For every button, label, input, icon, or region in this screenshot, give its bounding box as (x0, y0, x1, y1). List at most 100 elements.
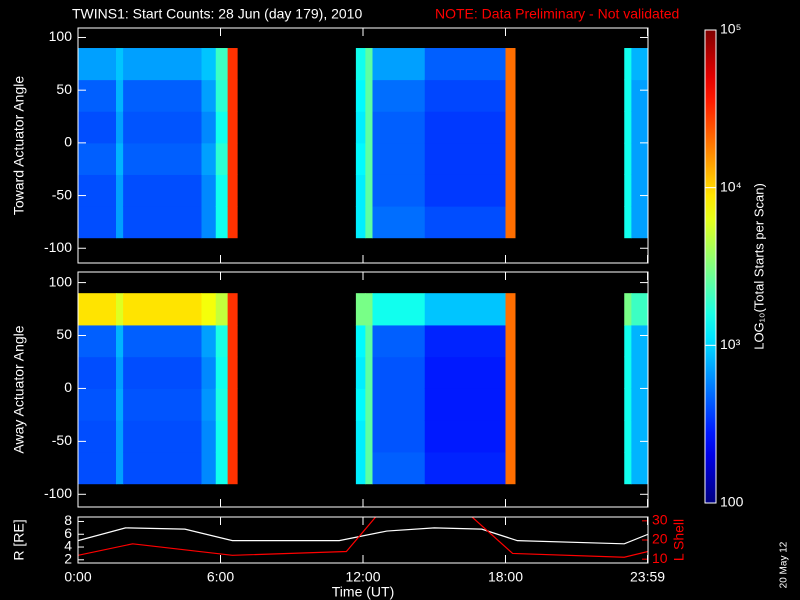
heatmap-cell (372, 79, 426, 112)
heatmap-cell (631, 324, 649, 358)
heatmap-cell (505, 111, 516, 144)
heatmap-cell (624, 324, 632, 358)
heatmap-cell (372, 48, 426, 81)
heatmap-cell (78, 142, 117, 175)
x-tick-label: 18:00 (488, 569, 523, 585)
heatmap-cell (201, 293, 217, 326)
heatmap-cell (365, 111, 373, 144)
colorbar-tick-label: 10³ (720, 336, 741, 352)
heatmap-cell (116, 111, 124, 144)
heatmap-cell (215, 293, 229, 326)
x-axis-label: Time (UT) (332, 584, 394, 600)
heatmap-cell (215, 356, 229, 389)
heatmap-cell (372, 142, 426, 175)
y-tick-label: -100 (44, 239, 72, 255)
heatmap-cell (201, 451, 217, 485)
heatmap-cell (355, 451, 366, 485)
heatmap-cell (78, 293, 117, 326)
heatmap-cell (355, 356, 366, 389)
heatmap-cell (355, 206, 366, 239)
heatmap-cell (78, 79, 117, 112)
heatmap-cell (505, 388, 516, 421)
colorbar (704, 29, 717, 504)
y-tick-label: -50 (52, 432, 72, 448)
x-tick-label: 12:00 (345, 569, 380, 585)
heatmap-cell (372, 111, 426, 144)
plot-area (78, 517, 648, 558)
heatmap-cell (505, 48, 516, 81)
heatmap-cell (505, 142, 516, 175)
heatmap-cell (116, 48, 124, 81)
heatmap-cell (123, 174, 202, 207)
heatmap-cell (424, 388, 506, 421)
y-axis-label: Toward Actuator Angle (11, 76, 27, 216)
chart-title: TWINS1: Start Counts: 28 Jun (day 179), … (72, 6, 362, 22)
heatmap-cell (78, 174, 117, 207)
heatmap-cell (424, 142, 506, 175)
heatmap-cell (624, 451, 632, 485)
heatmap-cell (365, 48, 373, 81)
heatmap-cell (355, 388, 366, 421)
heatmap-cell (227, 174, 238, 207)
y-tick-label: -50 (52, 186, 72, 202)
heatmap-cell (372, 388, 426, 421)
y-tick-label: 50 (56, 81, 72, 97)
heatmap-cell (624, 388, 632, 421)
heatmap-cell (227, 111, 238, 144)
heatmap-cell (624, 48, 632, 81)
heatmap-cell (116, 293, 124, 326)
heatmap-cell (365, 324, 373, 358)
heatmap-cell (424, 111, 506, 144)
heatmap-cell (365, 451, 373, 485)
heatmap-cell (355, 420, 366, 453)
heatmap-cell (201, 48, 217, 81)
heatmap-cell (424, 324, 506, 358)
heatmap-cell (123, 451, 202, 485)
heatmap-cell (365, 356, 373, 389)
heatmap-cell (365, 206, 373, 239)
heatmap-cell (424, 420, 506, 453)
heatmap-cell (424, 206, 506, 239)
heatmap-cell (372, 451, 426, 485)
y2-tick-label: 10 (652, 550, 668, 566)
heatmap-cell (201, 206, 217, 239)
heatmap-cell (355, 111, 366, 144)
colorbar-tick-label: 10⁴ (720, 178, 742, 194)
heatmap-cell (123, 79, 202, 112)
y-axis-label: Away Actuator Angle (11, 325, 27, 453)
heatmap-cell (201, 356, 217, 389)
heatmap-cell (624, 356, 632, 389)
heatmap-cell (365, 79, 373, 112)
heatmap-cell (215, 206, 229, 239)
heatmap-cell (365, 293, 373, 326)
heatmap-cell (505, 206, 516, 239)
heatmap-cell (227, 420, 238, 453)
heatmap-cell (372, 293, 426, 326)
heatmap-cell (215, 451, 229, 485)
y-tick-label: 0 (64, 134, 72, 150)
plot-frame (77, 516, 649, 564)
heatmap-cell (372, 420, 426, 453)
heatmap-cell (355, 324, 366, 358)
y-tick-label: 8 (64, 512, 72, 528)
heatmap-cell (123, 111, 202, 144)
heatmap-cell (123, 48, 202, 81)
y2-axis-label: L Shell (671, 519, 687, 561)
y-tick-label: 6 (64, 525, 72, 541)
heatmap-cell (424, 451, 506, 485)
heatmap-cell (227, 142, 238, 175)
y-tick-label: 100 (49, 273, 73, 289)
heatmap-cell (624, 174, 632, 207)
heatmap-cell (505, 293, 516, 326)
heatmap-cell (215, 48, 229, 81)
y2-tick-label: 30 (652, 512, 668, 528)
x-tick-label: 6:00 (207, 569, 234, 585)
heatmap-cell (631, 420, 649, 453)
heatmap-cell (78, 111, 117, 144)
heatmap-cell (201, 174, 217, 207)
colorbar-tick-label: 100 (720, 494, 744, 510)
heatmap-cell (215, 420, 229, 453)
heatmap-cell (355, 142, 366, 175)
heatmap-cell (227, 356, 238, 389)
